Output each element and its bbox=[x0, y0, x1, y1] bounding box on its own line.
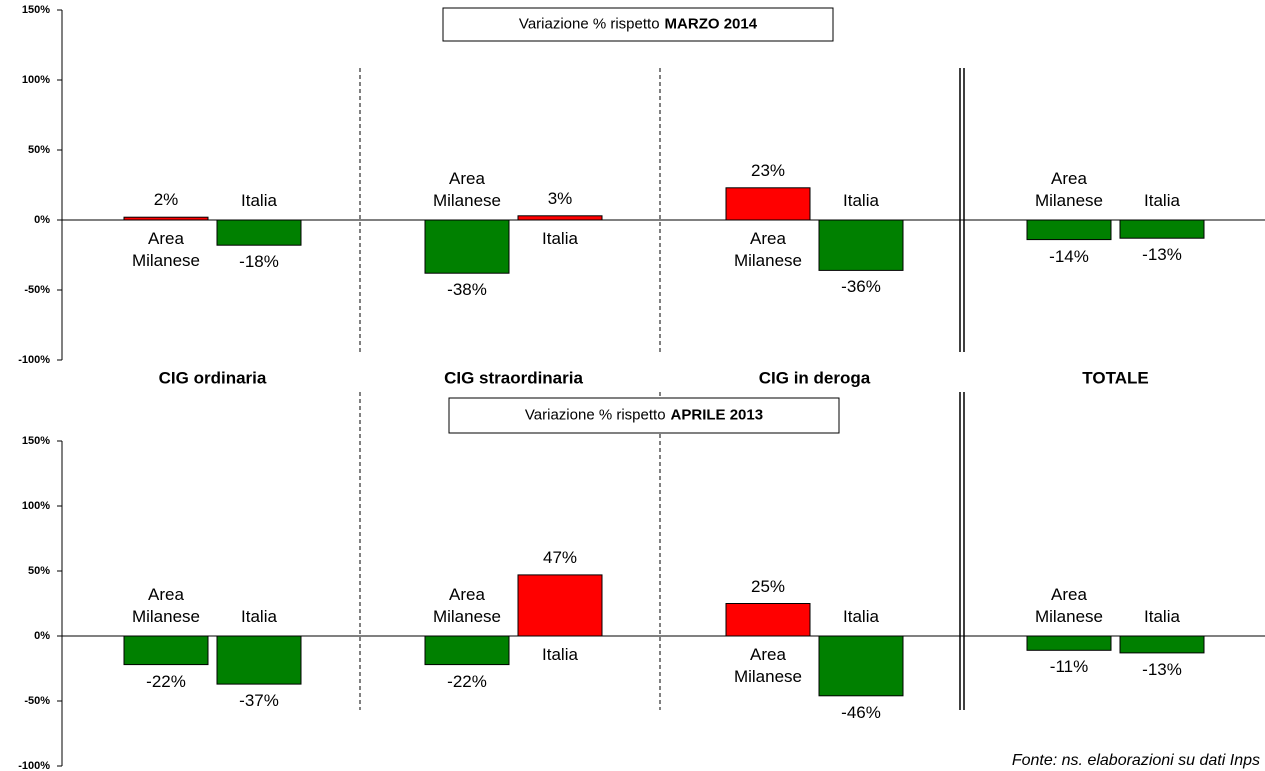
series-label: Area Milanese bbox=[432, 585, 502, 626]
bar bbox=[818, 635, 904, 697]
value-label: -38% bbox=[447, 280, 487, 300]
bar bbox=[424, 635, 510, 666]
y-tick-label: 150% bbox=[22, 435, 50, 447]
series-label: Area Milanese bbox=[432, 169, 502, 210]
value-label: -14% bbox=[1049, 246, 1089, 266]
value-label: -13% bbox=[1142, 245, 1182, 265]
bar bbox=[216, 219, 302, 246]
bar bbox=[123, 216, 209, 221]
value-label: -13% bbox=[1142, 659, 1182, 679]
y-tick-label: -100% bbox=[18, 760, 50, 771]
value-label: 47% bbox=[542, 547, 578, 567]
series-label: Italia bbox=[241, 607, 277, 626]
y-tick-label: 100% bbox=[22, 74, 50, 86]
y-tick-label: 0% bbox=[34, 214, 50, 226]
y-tick-label: -50% bbox=[24, 284, 50, 296]
title-bold: MARZO 2014 bbox=[665, 15, 758, 32]
bar bbox=[1119, 635, 1205, 654]
y-tick-label: 50% bbox=[28, 144, 50, 156]
bar bbox=[1026, 219, 1112, 241]
series-label: Italia bbox=[843, 607, 879, 626]
y-tick-label: 50% bbox=[28, 565, 50, 577]
value-label: -22% bbox=[447, 671, 487, 691]
category-label: CIG straordinaria bbox=[444, 368, 583, 387]
value-label: 25% bbox=[750, 576, 786, 596]
y-tick-label: 150% bbox=[22, 4, 50, 16]
value-label: 2% bbox=[153, 190, 179, 210]
category-label: CIG in deroga bbox=[759, 368, 871, 387]
y-tick-label: -100% bbox=[18, 354, 50, 366]
y-tick-label: 100% bbox=[22, 500, 50, 512]
bar bbox=[424, 219, 510, 274]
bar bbox=[725, 603, 811, 637]
bar bbox=[1026, 635, 1112, 651]
series-label: Area Milanese bbox=[1034, 169, 1104, 210]
series-label: Area Milanese bbox=[131, 229, 201, 270]
series-label: Area Milanese bbox=[733, 645, 803, 686]
title-bold: APRILE 2013 bbox=[671, 406, 764, 423]
category-label: TOTALE bbox=[1082, 368, 1148, 387]
bar bbox=[818, 219, 904, 271]
bar bbox=[725, 187, 811, 221]
series-label: Italia bbox=[1144, 191, 1180, 210]
series-label: Italia bbox=[542, 229, 578, 248]
value-label: -37% bbox=[239, 691, 279, 711]
value-label: -46% bbox=[841, 702, 881, 722]
title-box bbox=[448, 397, 840, 434]
bar bbox=[123, 635, 209, 666]
series-label: Italia bbox=[843, 191, 879, 210]
category-label: CIG ordinaria bbox=[159, 368, 267, 387]
chart-title: Variazione % rispetto APRILE 2013 bbox=[525, 406, 763, 423]
series-label: Area Milanese bbox=[1034, 585, 1104, 626]
series-label: Italia bbox=[241, 191, 277, 210]
series-label: Italia bbox=[1144, 607, 1180, 626]
y-tick-label: 0% bbox=[34, 630, 50, 642]
value-label: -22% bbox=[146, 671, 186, 691]
title-box bbox=[442, 7, 834, 42]
value-label: -36% bbox=[841, 277, 881, 297]
bar bbox=[216, 635, 302, 685]
series-label: Area Milanese bbox=[733, 229, 803, 270]
title-text: Variazione % rispetto bbox=[525, 406, 666, 423]
bar bbox=[517, 215, 603, 221]
bar bbox=[517, 574, 603, 637]
series-label: Italia bbox=[542, 645, 578, 664]
value-label: -18% bbox=[239, 252, 279, 272]
title-text: Variazione % rispetto bbox=[519, 15, 660, 32]
y-tick-label: -50% bbox=[24, 695, 50, 707]
series-label: Area Milanese bbox=[131, 585, 201, 626]
bar bbox=[1119, 219, 1205, 239]
chart-title: Variazione % rispetto MARZO 2014 bbox=[519, 15, 758, 32]
value-label: 3% bbox=[547, 188, 573, 208]
value-label: 23% bbox=[750, 160, 786, 180]
value-label: -11% bbox=[1049, 657, 1089, 677]
source-note: Fonte: ns. elaborazioni su dati Inps bbox=[1011, 752, 1260, 769]
